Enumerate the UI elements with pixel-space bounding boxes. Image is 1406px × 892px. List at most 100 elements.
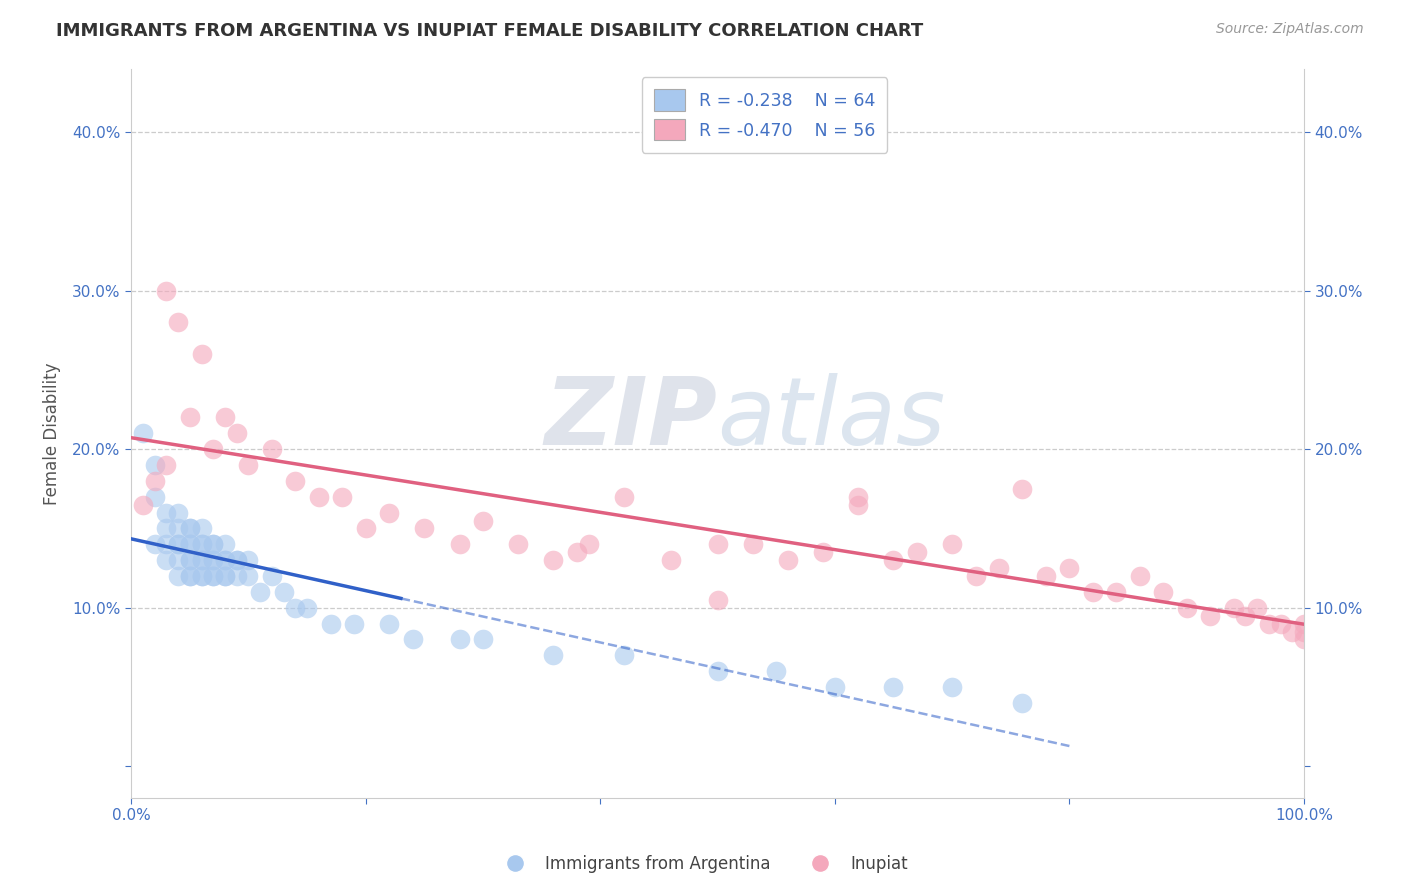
Point [354, 521, 377, 535]
Point [1234, 608, 1257, 623]
Point [295, 600, 318, 615]
Point [190, 347, 212, 361]
Point [1105, 585, 1128, 599]
Point [882, 680, 904, 694]
Point [613, 648, 636, 663]
Point [155, 521, 177, 535]
Point [155, 458, 177, 472]
Point [167, 506, 190, 520]
Point [578, 537, 600, 551]
Point [202, 569, 225, 583]
Point [319, 616, 342, 631]
Point [765, 664, 787, 678]
Point [1270, 616, 1292, 631]
Point [846, 490, 869, 504]
Point [1152, 585, 1174, 599]
Point [202, 569, 225, 583]
Point [202, 537, 225, 551]
Point [741, 537, 763, 551]
Point [179, 537, 201, 551]
Point [143, 474, 166, 488]
Point [1011, 696, 1033, 710]
Point [1059, 561, 1081, 575]
Point [143, 458, 166, 472]
Point [401, 632, 423, 647]
Point [472, 514, 495, 528]
Point [190, 569, 212, 583]
Point [905, 545, 928, 559]
Point [508, 537, 530, 551]
Point [225, 426, 247, 441]
Point [413, 521, 436, 535]
Point [179, 537, 201, 551]
Point [1222, 600, 1244, 615]
Point [613, 490, 636, 504]
Point [167, 537, 190, 551]
Point [1175, 600, 1198, 615]
Point [202, 553, 225, 567]
Point [543, 553, 565, 567]
Legend: R = -0.238    N = 64, R = -0.470    N = 56: R = -0.238 N = 64, R = -0.470 N = 56 [641, 78, 887, 153]
Point [1281, 624, 1303, 639]
Point [284, 600, 307, 615]
Text: atlas: atlas [717, 373, 946, 464]
Point [1292, 632, 1315, 647]
Point [284, 474, 307, 488]
Point [155, 553, 177, 567]
Point [846, 498, 869, 512]
Point [343, 616, 366, 631]
Point [811, 545, 834, 559]
Point [543, 648, 565, 663]
Point [214, 569, 236, 583]
Point [190, 569, 212, 583]
Point [202, 442, 225, 457]
Point [190, 537, 212, 551]
Point [238, 553, 260, 567]
Point [273, 585, 295, 599]
Point [225, 553, 247, 567]
Point [238, 458, 260, 472]
Point [202, 553, 225, 567]
Point [179, 521, 201, 535]
Point [179, 553, 201, 567]
Point [167, 553, 190, 567]
Point [167, 537, 190, 551]
Point [214, 569, 236, 583]
Point [1035, 569, 1057, 583]
Text: Source: ZipAtlas.com: Source: ZipAtlas.com [1216, 22, 1364, 37]
Point [988, 561, 1011, 575]
Point [1199, 608, 1222, 623]
Point [1011, 482, 1033, 496]
Point [1081, 585, 1104, 599]
Point [190, 553, 212, 567]
Point [155, 284, 177, 298]
Point [167, 569, 190, 583]
Point [179, 569, 201, 583]
Point [449, 632, 471, 647]
Point [249, 585, 271, 599]
Text: IMMIGRANTS FROM ARGENTINA VS INUPIAT FEMALE DISABILITY CORRELATION CHART: IMMIGRANTS FROM ARGENTINA VS INUPIAT FEM… [56, 22, 924, 40]
Point [260, 569, 283, 583]
Point [179, 553, 201, 567]
Point [190, 537, 212, 551]
Point [179, 410, 201, 425]
Point [155, 537, 177, 551]
Point [565, 545, 588, 559]
Point [1292, 624, 1315, 639]
Point [260, 442, 283, 457]
Point [941, 680, 963, 694]
Point [167, 521, 190, 535]
Point [167, 315, 190, 329]
Point [155, 506, 177, 520]
Point [190, 553, 212, 567]
Point [965, 569, 987, 583]
Point [1292, 616, 1315, 631]
Point [824, 680, 846, 694]
Point [378, 616, 401, 631]
Point [214, 553, 236, 567]
Point [225, 569, 247, 583]
Point [214, 553, 236, 567]
Point [132, 498, 155, 512]
Point [941, 537, 963, 551]
Point [378, 506, 401, 520]
